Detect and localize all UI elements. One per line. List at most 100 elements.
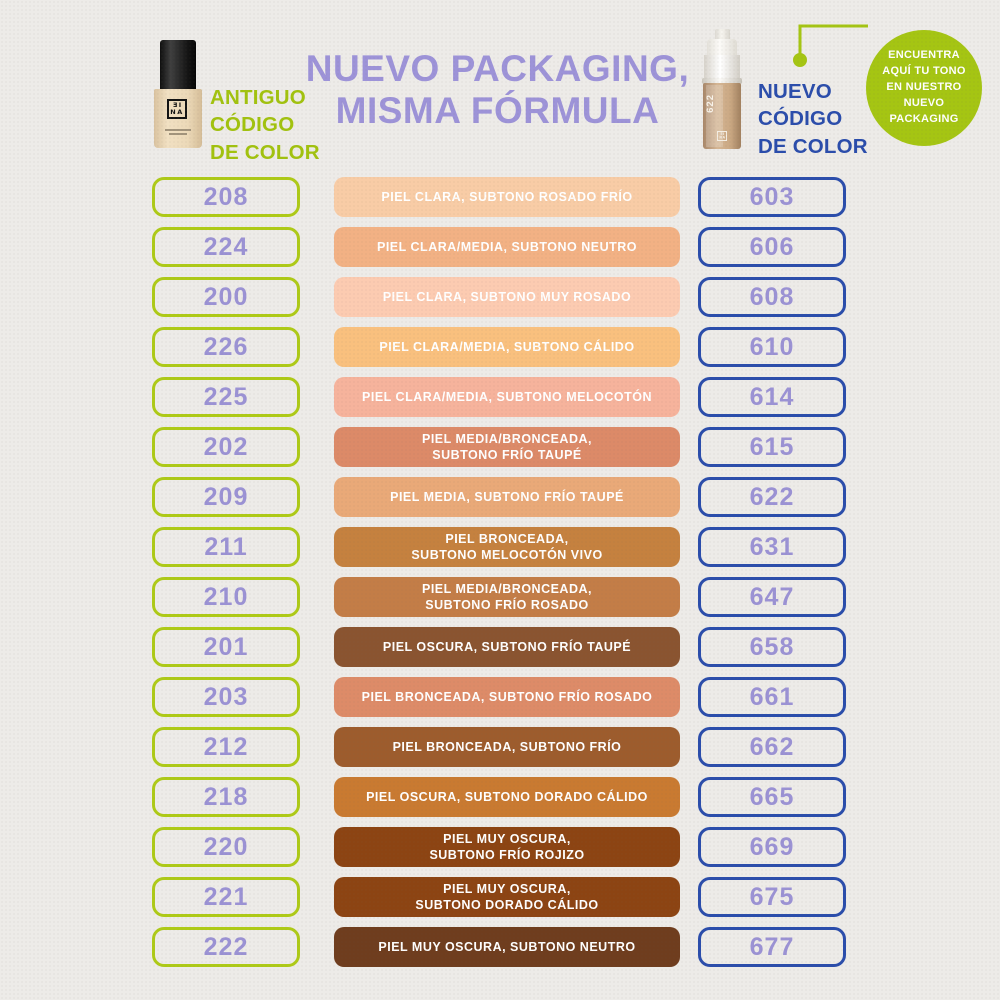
old-code-value: 224 <box>203 232 249 261</box>
skin-tone-label: PIEL CLARA/MEDIA, SUBTONO MELOCOTÓN <box>362 389 652 404</box>
new-code-box: 608 <box>698 277 846 317</box>
table-row: 201 PIEL OSCURA, SUBTONO FRÍO TAUPÉ 658 <box>152 627 846 667</box>
skin-tone-pill: PIEL CLARA, SUBTONO ROSADO FRÍO <box>334 177 680 217</box>
skin-tone-label: PIEL OSCURA, SUBTONO FRÍO TAUPÉ <box>382 639 632 654</box>
old-bottle-label-line <box>165 129 191 131</box>
new-bottle-collar <box>704 55 740 79</box>
old-code-value: 202 <box>203 432 249 461</box>
new-code-value: 614 <box>749 382 795 411</box>
skin-tone-pill: PIEL CLARA/MEDIA, SUBTONO MELOCOTÓN <box>334 377 680 417</box>
page-title: NUEVO PACKAGING, MISMA FÓRMULA <box>255 48 740 132</box>
new-code-value: 658 <box>749 632 795 661</box>
skin-tone-pill: PIEL MUY OSCURA, SUBTONO NEUTRO <box>334 927 680 967</box>
new-code-column-label: NUEVO CÓDIGO DE COLOR <box>758 80 868 158</box>
title-line-2: MISMA FÓRMULA <box>335 90 660 132</box>
old-code-box: 220 <box>152 827 300 867</box>
old-code-box: 221 <box>152 877 300 917</box>
skin-tone-pill: PIEL MEDIA, SUBTONO FRÍO TAUPÉ <box>334 477 680 517</box>
new-code-value: 631 <box>749 532 795 561</box>
table-row: 211 PIEL BRONCEADA, SUBTONO MELOCOTÓN VI… <box>152 526 846 568</box>
new-bottle-body <box>703 83 741 149</box>
skin-tone-label: PIEL MEDIA/BRONCEADA, SUBTONO FRÍO TAUPÉ <box>421 431 592 462</box>
old-code-box: 211 <box>152 527 300 567</box>
table-row: 226 PIEL CLARA/MEDIA, SUBTONO CÁLIDO 610 <box>152 327 846 367</box>
old-code-box: 225 <box>152 377 300 417</box>
new-code-value: 608 <box>749 282 795 311</box>
table-row: 222 PIEL MUY OSCURA, SUBTONO NEUTRO 677 <box>152 927 846 967</box>
old-code-column-label: ANTIGUO CÓDIGO DE COLOR <box>210 86 320 164</box>
skin-tone-label: PIEL MEDIA/BRONCEADA, SUBTONO FRÍO ROSAD… <box>421 581 592 612</box>
new-code-value: 665 <box>749 782 795 811</box>
new-code-value: 677 <box>749 932 795 961</box>
new-code-box: 658 <box>698 627 846 667</box>
callout-connector-line <box>793 24 868 67</box>
table-row: 200 PIEL CLARA, SUBTONO MUY ROSADO 608 <box>152 277 846 317</box>
new-packaging-bottle-image: 622 ƎI NA <box>699 28 745 150</box>
table-row: 210 PIEL MEDIA/BRONCEADA, SUBTONO FRÍO R… <box>152 576 846 618</box>
skin-tone-label: PIEL OSCURA, SUBTONO DORADO CÁLIDO <box>366 789 648 804</box>
new-code-box: 647 <box>698 577 846 617</box>
brand-logo: ƎI NA <box>167 99 187 119</box>
table-row: 220 PIEL MUY OSCURA, SUBTONO FRÍO ROJIZO… <box>152 826 846 868</box>
skin-tone-pill: PIEL OSCURA, SUBTONO FRÍO TAUPÉ <box>334 627 680 667</box>
skin-tone-pill: PIEL CLARA/MEDIA, SUBTONO CÁLIDO <box>334 327 680 367</box>
new-code-box: 614 <box>698 377 846 417</box>
skin-tone-label: PIEL MUY OSCURA, SUBTONO FRÍO ROJIZO <box>429 831 585 862</box>
new-code-box: 610 <box>698 327 846 367</box>
old-code-box: 212 <box>152 727 300 767</box>
shade-conversion-table: 208 PIEL CLARA, SUBTONO ROSADO FRÍO 603 … <box>152 177 846 967</box>
old-code-value: 226 <box>203 332 249 361</box>
old-code-box: 226 <box>152 327 300 367</box>
new-code-box: 662 <box>698 727 846 767</box>
new-code-box: 677 <box>698 927 846 967</box>
new-code-value: 610 <box>749 332 795 361</box>
new-code-value: 662 <box>749 732 795 761</box>
new-code-value: 661 <box>749 682 795 711</box>
old-code-box: 210 <box>152 577 300 617</box>
old-code-value: 203 <box>203 682 249 711</box>
skin-tone-label: PIEL CLARA, SUBTONO MUY ROSADO <box>382 289 632 304</box>
new-code-value: 606 <box>749 232 795 261</box>
old-code-value: 222 <box>203 932 249 961</box>
skin-tone-pill: PIEL MUY OSCURA, SUBTONO DORADO CÁLIDO <box>334 876 680 918</box>
new-code-box: 615 <box>698 427 846 467</box>
old-code-value: 210 <box>203 582 249 611</box>
skin-tone-label: PIEL CLARA, SUBTONO ROSADO FRÍO <box>381 189 633 204</box>
skin-tone-label: PIEL BRONCEADA, SUBTONO MELOCOTÓN VIVO <box>411 531 603 562</box>
table-row: 203 PIEL BRONCEADA, SUBTONO FRÍO ROSADO … <box>152 677 846 717</box>
skin-tone-pill: PIEL CLARA, SUBTONO MUY ROSADO <box>334 277 680 317</box>
new-code-box: 622 <box>698 477 846 517</box>
old-code-value: 209 <box>203 482 249 511</box>
skin-tone-pill: PIEL MEDIA/BRONCEADA, SUBTONO FRÍO ROSAD… <box>334 576 680 618</box>
old-code-box: 218 <box>152 777 300 817</box>
table-row: 224 PIEL CLARA/MEDIA, SUBTONO NEUTRO 606 <box>152 227 846 267</box>
skin-tone-label: PIEL MUY OSCURA, SUBTONO DORADO CÁLIDO <box>415 881 599 912</box>
new-code-value: 669 <box>749 832 795 861</box>
old-code-box: 224 <box>152 227 300 267</box>
new-code-value: 675 <box>749 882 795 911</box>
old-code-value: 225 <box>203 382 249 411</box>
table-row: 221 PIEL MUY OSCURA, SUBTONO DORADO CÁLI… <box>152 876 846 918</box>
table-row: 225 PIEL CLARA/MEDIA, SUBTONO MELOCOTÓN … <box>152 377 846 417</box>
new-code-box: 631 <box>698 527 846 567</box>
new-code-value: 615 <box>749 432 795 461</box>
skin-tone-pill: PIEL CLARA/MEDIA, SUBTONO NEUTRO <box>334 227 680 267</box>
skin-tone-label: PIEL CLARA/MEDIA, SUBTONO CÁLIDO <box>379 339 635 354</box>
skin-tone-label: PIEL MEDIA, SUBTONO FRÍO TAUPÉ <box>390 489 624 504</box>
old-packaging-bottle-image: ƎI NA <box>154 38 202 148</box>
old-code-value: 212 <box>203 732 249 761</box>
skin-tone-label: PIEL MUY OSCURA, SUBTONO NEUTRO <box>378 939 636 954</box>
new-code-box: 665 <box>698 777 846 817</box>
table-row: 218 PIEL OSCURA, SUBTONO DORADO CÁLIDO 6… <box>152 777 846 817</box>
new-code-box: 669 <box>698 827 846 867</box>
skin-tone-pill: PIEL BRONCEADA, SUBTONO FRÍO <box>334 727 680 767</box>
old-code-box: 222 <box>152 927 300 967</box>
new-code-box: 603 <box>698 177 846 217</box>
old-code-value: 201 <box>203 632 249 661</box>
new-code-box: 661 <box>698 677 846 717</box>
skin-tone-pill: PIEL BRONCEADA, SUBTONO FRÍO ROSADO <box>334 677 680 717</box>
old-code-box: 202 <box>152 427 300 467</box>
old-code-box: 201 <box>152 627 300 667</box>
old-code-value: 208 <box>203 182 249 211</box>
new-bottle-ring <box>702 78 742 84</box>
